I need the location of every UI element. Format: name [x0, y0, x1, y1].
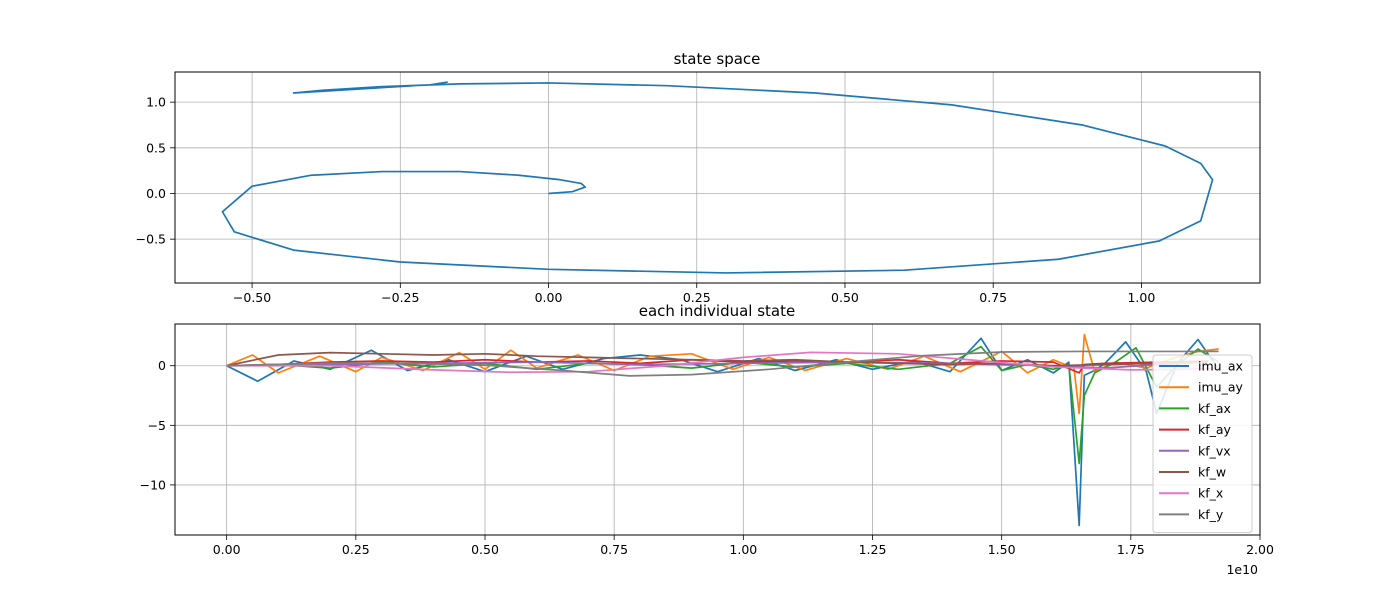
legend-label-kf-w: kf_w [1198, 465, 1226, 480]
state-space-title: state space [674, 50, 761, 68]
individual-states-xtick-label: 2.00 [1246, 542, 1274, 557]
state-space-ytick-label: 0.5 [146, 140, 166, 155]
x-offset-label: 1e10 [1226, 562, 1258, 577]
series-kf-x [226, 351, 1219, 374]
legend-label-kf-x: kf_x [1198, 486, 1223, 501]
state-space-plot: state space −0.50 −0.25 0.00 0.25 0.50 0.75 1.… [136, 50, 1261, 305]
legend-box [1152, 354, 1253, 534]
individual-states-xtick-label: 0.50 [471, 542, 499, 557]
state-space-xtick-label: 0.50 [831, 290, 859, 305]
state-space-xtick-label: 0.25 [683, 290, 711, 305]
legend-label-kf-y: kf_y [1198, 507, 1224, 522]
legend-label-imu-ay: imu_ay [1198, 380, 1243, 395]
individual-states-xtick-label: 1.50 [988, 542, 1016, 557]
state-space-xtick-label: −0.50 [233, 290, 271, 305]
legend: imu_ax imu_ay kf_ax kf_ay kf_vx kf_w kf_x kf_y [1152, 354, 1253, 534]
state-space-xtick-label: 0.00 [535, 290, 563, 305]
state-space-ytick-label: −0.5 [136, 232, 166, 247]
individual-states-xtick-label: 0.75 [600, 542, 628, 557]
state-space-series-line [221, 81, 1214, 274]
legend-label-kf-ay: kf_ay [1198, 422, 1232, 437]
state-space-grid [175, 72, 1260, 283]
individual-states-ytick-label: 0 [158, 358, 166, 373]
individual-states-xtick-label: 1.75 [1117, 542, 1145, 557]
individual-states-xtick-label: 1.00 [729, 542, 757, 557]
state-space-trajectory [221, 81, 1214, 274]
individual-states-lines [226, 333, 1220, 527]
legend-label-kf-ax: kf_ax [1198, 401, 1231, 416]
individual-states-frame [174, 323, 1261, 536]
legend-label-imu-ax: imu_ax [1198, 359, 1243, 374]
individual-states-plot: each individual state 0.00 0.25 0.50 0.75 1.… [140, 302, 1274, 577]
individual-states-ticks: 0.00 0.25 0.50 0.75 1.00 1.25 1.50 1.75 2.00 −10 −… [140, 358, 1274, 557]
state-space-xtick-label: −0.25 [381, 290, 419, 305]
individual-states-xtick-label: 0.25 [342, 542, 370, 557]
individual-states-ytick-label: −5 [148, 418, 166, 433]
state-space-xtick-label: 0.75 [979, 290, 1007, 305]
legend-label-kf-vx: kf_vx [1198, 443, 1231, 458]
series-kf-y [226, 350, 1219, 377]
state-space-ytick-label: 1.0 [146, 95, 166, 110]
individual-states-title: each individual state [639, 302, 796, 320]
state-space-xtick-label: 1.00 [1127, 290, 1155, 305]
state-space-ytick-label: 0.0 [146, 186, 166, 201]
state-space-frame [174, 71, 1261, 284]
individual-states-xtick-label: 1.25 [859, 542, 887, 557]
state-space-ticks: −0.50 −0.25 0.00 0.25 0.50 0.75 1.00 −0.5 0.0 0.5… [136, 95, 1156, 305]
individual-states-xtick-label: 0.00 [213, 542, 241, 557]
individual-states-ytick-label: −10 [140, 477, 166, 492]
